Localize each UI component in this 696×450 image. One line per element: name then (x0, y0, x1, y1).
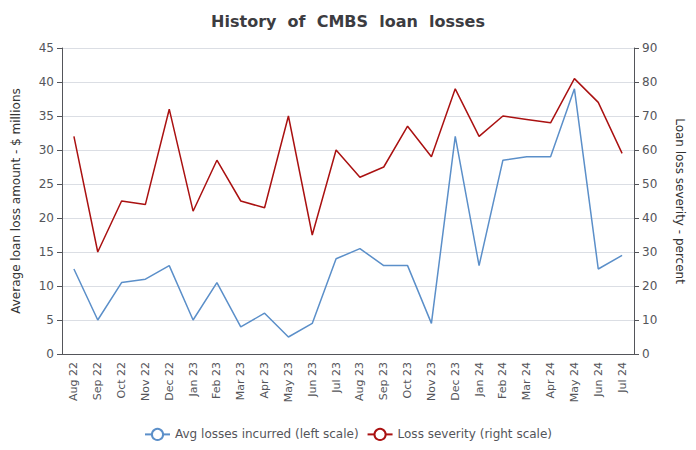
svg-text:15: 15 (39, 245, 54, 259)
svg-text:35: 35 (39, 109, 54, 123)
svg-text:Nov 22: Nov 22 (139, 362, 152, 401)
svg-text:25: 25 (39, 177, 54, 191)
svg-text:Nov 23: Nov 23 (425, 362, 438, 401)
svg-text:Avg losses incurred (left scal: Avg losses incurred (left scale) (175, 427, 359, 441)
svg-text:0: 0 (642, 347, 650, 361)
svg-text:Oct 23: Oct 23 (401, 362, 414, 399)
svg-text:Jul 24: Jul 24 (616, 362, 629, 394)
svg-text:Dec 23: Dec 23 (449, 362, 462, 401)
svg-text:10: 10 (642, 313, 657, 327)
svg-text:Loan loss severity - percent: Loan loss severity - percent (673, 118, 687, 284)
svg-text:Oct 22: Oct 22 (115, 362, 128, 399)
svg-text:60: 60 (642, 143, 657, 157)
svg-text:30: 30 (39, 143, 54, 157)
svg-text:Dec 22: Dec 22 (163, 362, 176, 401)
svg-text:Mar 24: Mar 24 (520, 362, 533, 400)
svg-text:10: 10 (39, 279, 54, 293)
svg-text:Sep 22: Sep 22 (91, 362, 104, 400)
svg-text:Jul 23: Jul 23 (330, 362, 343, 394)
svg-text:History of CMBS loan losse: History of CMBS loan losses (211, 12, 485, 31)
svg-text:0: 0 (46, 347, 54, 361)
svg-text:Jan 24: Jan 24 (473, 362, 486, 397)
svg-text:80: 80 (642, 75, 657, 89)
svg-text:May 24: May 24 (568, 362, 581, 402)
svg-text:20: 20 (642, 279, 657, 293)
svg-text:Average loan loss amount - $ m: Average loan loss amount - $ millions (9, 88, 23, 313)
svg-text:Aug 23: Aug 23 (353, 362, 366, 401)
svg-text:50: 50 (642, 177, 657, 191)
svg-text:Apr 23: Apr 23 (258, 362, 271, 399)
svg-text:Mar 23: Mar 23 (234, 362, 247, 400)
svg-text:Jun 24: Jun 24 (592, 362, 605, 398)
svg-text:40: 40 (39, 75, 54, 89)
svg-text:Sep 23: Sep 23 (377, 362, 390, 400)
svg-text:Jun 23: Jun 23 (306, 362, 319, 398)
svg-text:45: 45 (39, 41, 54, 55)
svg-text:90: 90 (642, 41, 657, 55)
svg-text:May 23: May 23 (282, 362, 295, 402)
svg-text:20: 20 (39, 211, 54, 225)
svg-text:Jan 23: Jan 23 (187, 362, 200, 397)
svg-text:Feb 23: Feb 23 (210, 362, 223, 399)
svg-text:Loss severity (right scale): Loss severity (right scale) (398, 427, 552, 441)
svg-text:Aug 22: Aug 22 (67, 362, 80, 401)
svg-text:5: 5 (46, 313, 54, 327)
svg-text:30: 30 (642, 245, 657, 259)
svg-text:Feb 24: Feb 24 (496, 362, 509, 399)
svg-text:Apr 24: Apr 24 (544, 362, 557, 399)
svg-text:40: 40 (642, 211, 657, 225)
svg-text:70: 70 (642, 109, 657, 123)
